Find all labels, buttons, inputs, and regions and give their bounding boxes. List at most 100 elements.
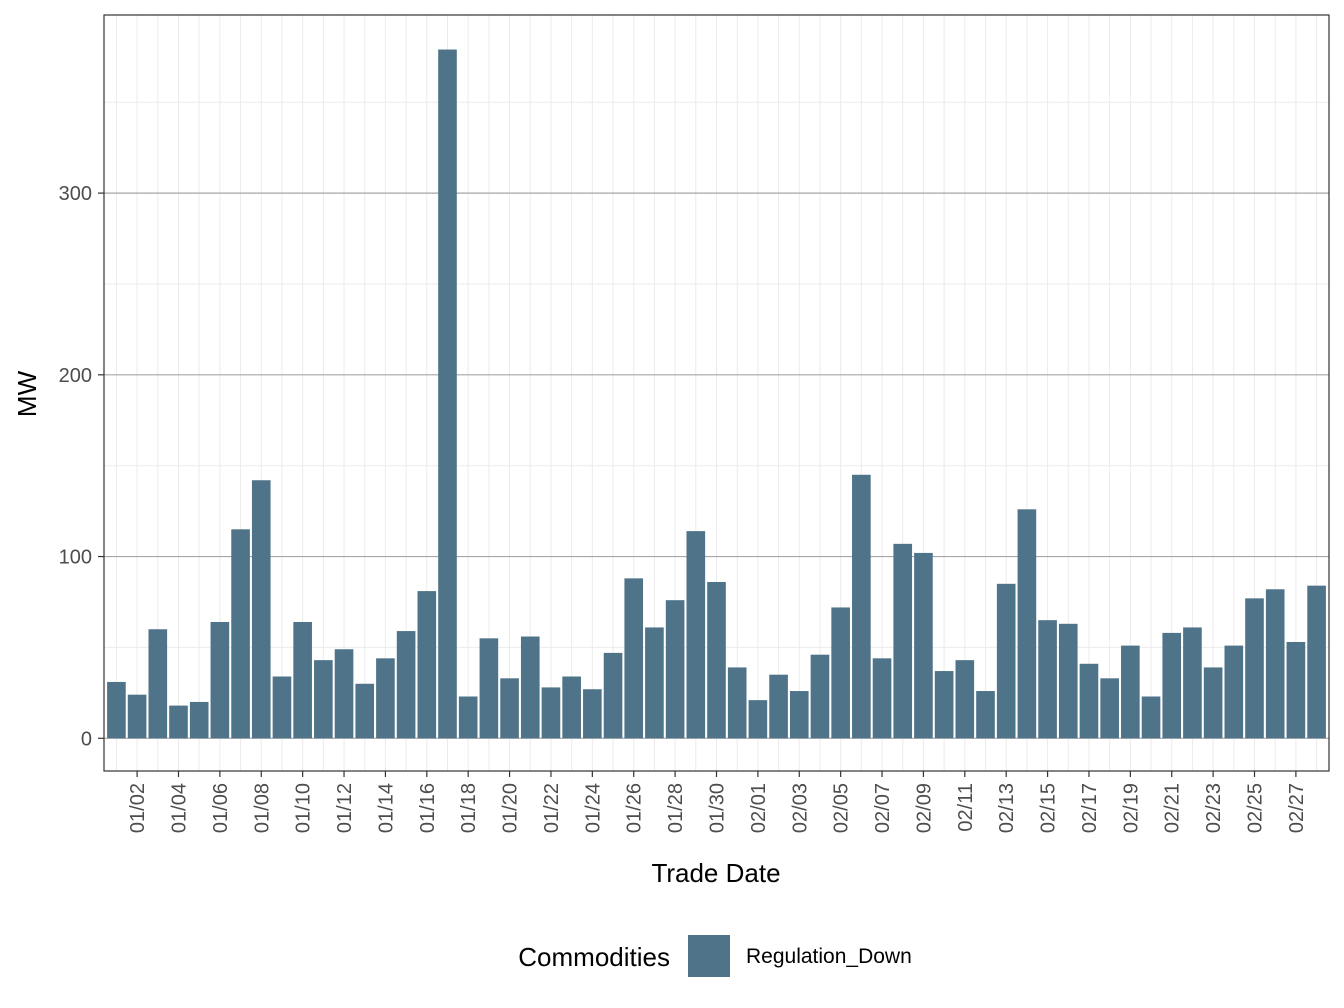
bar-01-25 bbox=[603, 652, 623, 739]
x-tick-label: 02/19 bbox=[1120, 783, 1142, 833]
x-tick-label: 02/15 bbox=[1038, 783, 1060, 833]
bar-02-26 bbox=[1265, 589, 1285, 739]
bar-02-19 bbox=[1121, 645, 1140, 739]
bar-01-07 bbox=[231, 529, 250, 739]
bar-02-17 bbox=[1079, 663, 1099, 739]
bar-01-27 bbox=[645, 627, 664, 739]
bar-01-10 bbox=[293, 621, 312, 739]
bar-01-06 bbox=[210, 621, 230, 739]
bar-01-31 bbox=[727, 667, 747, 739]
y-tick-label: 200 bbox=[59, 365, 92, 387]
bar-02-11 bbox=[955, 660, 975, 739]
bar-01-30 bbox=[707, 582, 726, 739]
bar-02-02 bbox=[769, 674, 788, 739]
bar-02-22 bbox=[1183, 627, 1202, 739]
bar-01-20 bbox=[500, 678, 519, 739]
bar-02-18 bbox=[1100, 678, 1119, 739]
bar-01-03 bbox=[148, 629, 168, 739]
x-tick-label: 01/08 bbox=[251, 783, 273, 833]
bar-01-02 bbox=[127, 694, 147, 739]
x-tick-label: 01/10 bbox=[293, 783, 315, 833]
bar-02-23 bbox=[1203, 667, 1223, 739]
bar-02-07 bbox=[872, 658, 892, 739]
x-tick-label: 01/16 bbox=[417, 783, 439, 833]
bar-01-23 bbox=[562, 676, 581, 739]
bar-02-06 bbox=[852, 474, 871, 739]
x-tick-label: 02/21 bbox=[1162, 783, 1184, 833]
y-tick-label: 300 bbox=[59, 183, 92, 205]
x-tick-label: 01/18 bbox=[458, 783, 480, 833]
x-tick-label: 02/07 bbox=[872, 783, 894, 833]
bar-01-04 bbox=[169, 705, 188, 739]
x-tick-label: 02/27 bbox=[1286, 783, 1308, 833]
x-tick-label: 02/23 bbox=[1203, 783, 1225, 833]
bar-01-15 bbox=[396, 631, 416, 739]
x-tick-label: 01/04 bbox=[168, 783, 190, 833]
x-tick-label: 01/26 bbox=[624, 783, 646, 833]
x-tick-label: 01/20 bbox=[500, 783, 522, 833]
bar-01-05 bbox=[189, 701, 209, 739]
bar-01-17 bbox=[438, 49, 457, 739]
bar-02-12 bbox=[976, 691, 995, 739]
bar-01-16 bbox=[417, 591, 437, 739]
bar-02-15 bbox=[1038, 620, 1057, 739]
legend-title: Commodities bbox=[518, 942, 670, 972]
y-axis: 0 100 200 300 bbox=[59, 183, 104, 750]
legend-label-regulation-down: Regulation_Down bbox=[746, 945, 912, 968]
x-tick-label: 01/22 bbox=[541, 783, 563, 833]
x-tick-label: 02/01 bbox=[748, 783, 770, 833]
bar-01-14 bbox=[376, 658, 395, 739]
bar-01-24 bbox=[583, 689, 602, 739]
bar-02-27 bbox=[1286, 641, 1306, 739]
x-tick-label: 01/14 bbox=[375, 783, 397, 833]
bar-02-16 bbox=[1058, 623, 1078, 739]
bar-01-19 bbox=[479, 638, 499, 739]
x-tick-label: 02/03 bbox=[789, 783, 811, 833]
x-tick-label: 02/17 bbox=[1079, 783, 1101, 833]
bar-01-11 bbox=[314, 660, 333, 739]
bar-01-18 bbox=[458, 696, 478, 739]
bar-02-09 bbox=[914, 552, 933, 739]
bar-02-28 bbox=[1307, 585, 1326, 739]
x-tick-label: 01/02 bbox=[127, 783, 149, 833]
y-tick-label: 0 bbox=[81, 728, 92, 750]
bar-02-14 bbox=[1017, 509, 1037, 739]
bar-01-26 bbox=[624, 578, 644, 739]
bar-02-08 bbox=[893, 543, 913, 739]
bar-02-05 bbox=[831, 607, 850, 739]
bar-01-22 bbox=[541, 687, 561, 739]
bar-01-08 bbox=[251, 480, 271, 739]
x-tick-label: 01/12 bbox=[334, 783, 356, 833]
bar-02-04 bbox=[810, 654, 830, 739]
x-tick-label: 02/05 bbox=[831, 783, 853, 833]
x-tick-label: 01/06 bbox=[210, 783, 232, 833]
legend: Commodities Regulation_Down bbox=[518, 935, 912, 977]
bar-01-01 bbox=[107, 681, 126, 739]
bar-02-03 bbox=[789, 691, 809, 739]
legend-key-regulation-down bbox=[688, 935, 730, 977]
x-tick-label: 01/28 bbox=[665, 783, 687, 833]
bar-01-13 bbox=[355, 683, 375, 739]
x-axis: 01/02 01/04 01/06 01/08 01/10 01/12 01/14 01/16… bbox=[127, 771, 1308, 833]
bar-02-20 bbox=[1141, 696, 1161, 739]
x-tick-label: 01/24 bbox=[582, 783, 604, 833]
bar-01-12 bbox=[334, 649, 354, 739]
x-tick-label: 02/25 bbox=[1245, 783, 1267, 833]
bar-02-25 bbox=[1245, 598, 1264, 739]
y-axis-title: MW bbox=[12, 370, 42, 417]
y-tick-label: 100 bbox=[59, 547, 92, 569]
x-tick-label: 01/30 bbox=[707, 783, 729, 833]
bar-01-21 bbox=[520, 636, 540, 739]
bar-02-10 bbox=[934, 671, 954, 739]
x-tick-label: 02/09 bbox=[913, 783, 935, 833]
bar-01-09 bbox=[272, 676, 292, 739]
x-tick-label: 02/13 bbox=[996, 783, 1018, 833]
bar-02-13 bbox=[996, 583, 1016, 739]
bar-01-29 bbox=[686, 531, 706, 739]
bar-02-21 bbox=[1162, 632, 1182, 739]
bar-02-24 bbox=[1224, 645, 1244, 739]
plot-panel bbox=[103, 14, 1330, 772]
x-tick-label: 02/11 bbox=[955, 783, 977, 832]
bar-01-28 bbox=[665, 600, 685, 739]
